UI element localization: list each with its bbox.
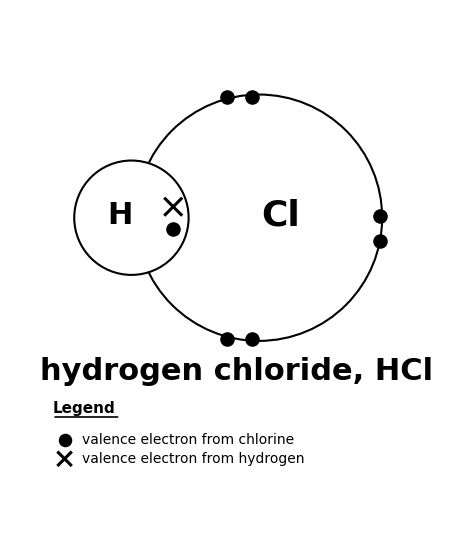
- Point: [376, 237, 384, 246]
- Point: [169, 225, 177, 233]
- Point: [248, 334, 255, 343]
- Point: [376, 212, 384, 221]
- Text: H: H: [108, 201, 133, 230]
- Text: hydrogen chloride, HCl: hydrogen chloride, HCl: [40, 357, 434, 386]
- Text: valence electron from chlorine: valence electron from chlorine: [82, 433, 294, 447]
- Point: [223, 334, 231, 343]
- Text: Cl: Cl: [262, 199, 301, 233]
- Point: [223, 93, 231, 101]
- Point: [248, 93, 255, 101]
- Text: valence electron from hydrogen: valence electron from hydrogen: [82, 452, 305, 466]
- Circle shape: [74, 161, 189, 275]
- Point: [61, 436, 68, 444]
- Text: Legend: Legend: [52, 401, 115, 415]
